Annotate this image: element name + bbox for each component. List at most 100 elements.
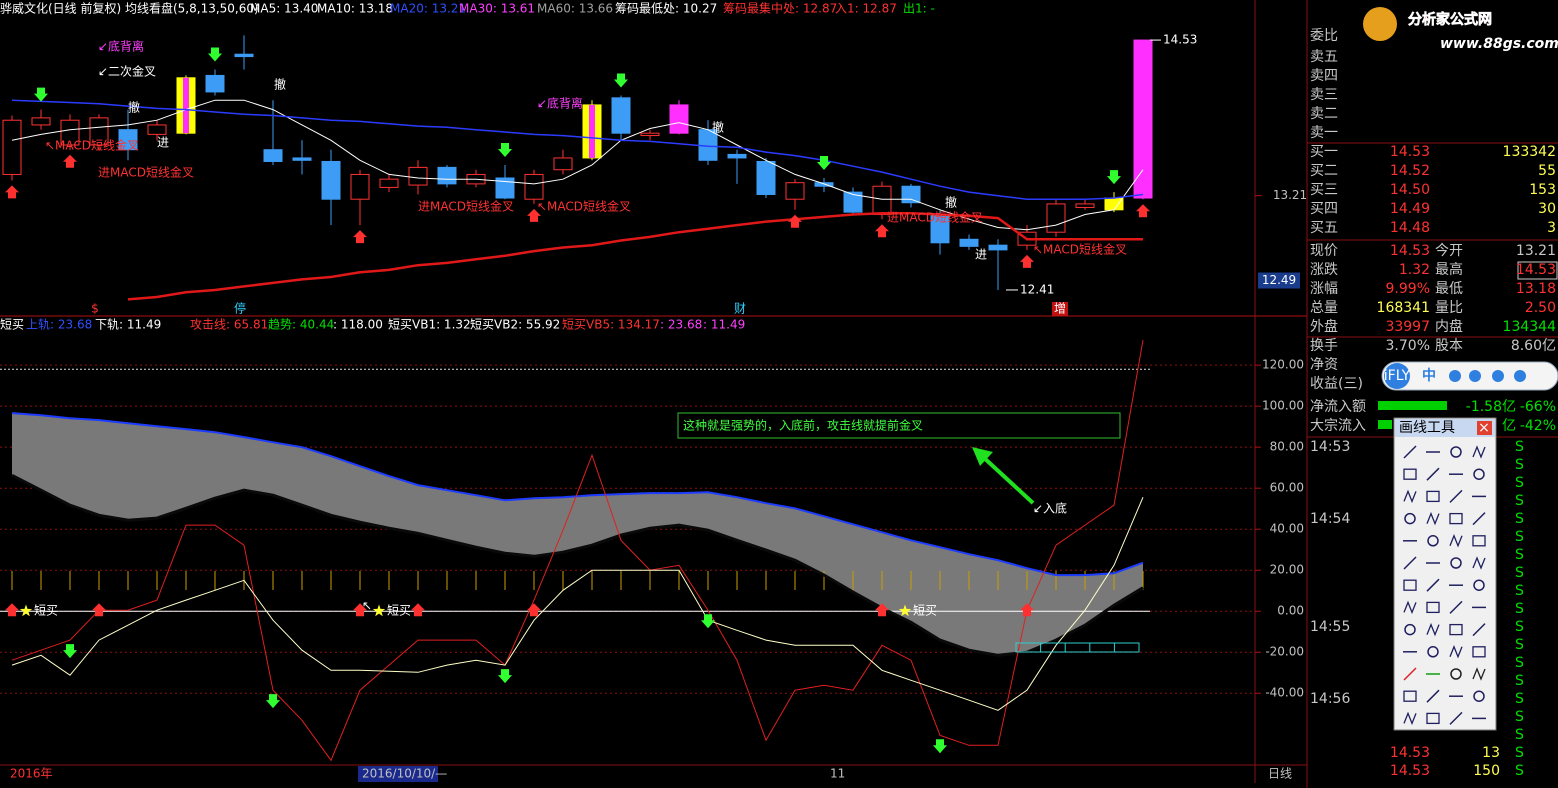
trade-side: S [1515, 565, 1524, 581]
signal-label: ↙二次金叉 [98, 64, 156, 79]
tool-button[interactable] [1427, 646, 1439, 658]
tool-icon [1473, 579, 1485, 591]
tool-button[interactable] [1426, 578, 1440, 592]
y-tick-label: -20.00 [1265, 645, 1304, 659]
tool-button[interactable] [1403, 489, 1417, 504]
tool-button[interactable] [1403, 690, 1417, 702]
buy-arrow [92, 603, 106, 617]
tool-button[interactable] [1426, 511, 1440, 526]
sell-arrow [498, 669, 512, 684]
box-row [1015, 642, 1140, 653]
tool-close-button[interactable] [1477, 421, 1492, 435]
y-tick-label: 60.00 [1270, 481, 1304, 495]
indicator-header-item: : 23.68 [660, 318, 702, 332]
tool-button[interactable] [1472, 512, 1486, 526]
tool-button[interactable] [1449, 600, 1463, 614]
tool-button[interactable] [1426, 467, 1440, 481]
buy-arrow [527, 208, 541, 222]
buy-arrow [353, 603, 367, 617]
tool-button[interactable] [1449, 623, 1463, 636]
tool-button[interactable] [1403, 468, 1417, 480]
sell-arrow [701, 614, 715, 629]
signal-label: 进MACD短线金叉 [98, 165, 194, 180]
stat-value: 33997 [1385, 319, 1430, 335]
tool-button[interactable] [1472, 646, 1486, 658]
signal-label: 停 [234, 301, 246, 316]
tool-button[interactable] [1427, 535, 1439, 547]
ime-icon [1469, 370, 1481, 382]
tool-button[interactable] [1449, 645, 1463, 659]
tool-button[interactable] [1426, 622, 1440, 637]
signal-label: 撤 [945, 195, 957, 210]
tool-button[interactable] [1473, 690, 1485, 702]
header-item: MA30: 13.61 [459, 2, 535, 16]
tool-button[interactable] [1450, 446, 1462, 458]
tool-button[interactable] [1426, 712, 1440, 725]
candle-body [524, 173, 544, 200]
tool-button[interactable] [1404, 623, 1416, 636]
tool-button[interactable] [1472, 535, 1486, 547]
star-icon [898, 604, 912, 617]
header-item: MA20: 13.21 [390, 2, 466, 16]
candle-body [959, 238, 979, 247]
ime-brand: iFLY [1384, 368, 1411, 384]
trade-side: S [1515, 493, 1524, 509]
ime-icon [1514, 370, 1526, 382]
candle-body [756, 160, 776, 195]
tool-button[interactable] [1449, 711, 1463, 725]
tool-icon [1403, 690, 1417, 702]
indicator-header-item: 短买VB1: 1.32 [388, 318, 471, 332]
tool-titlebar [1395, 419, 1495, 437]
buy-arrow [1020, 254, 1034, 268]
tool-button[interactable] [1403, 556, 1417, 570]
tool-icon [1403, 600, 1417, 615]
tool-icon [1404, 623, 1416, 636]
tool-button[interactable] [1403, 667, 1417, 681]
buy-arrow [1020, 603, 1034, 617]
tool-button[interactable] [1426, 601, 1440, 614]
tool-button[interactable] [1404, 512, 1416, 525]
tool-button[interactable] [1450, 557, 1462, 569]
tool-button[interactable] [1449, 512, 1463, 525]
trade-time: 14:55 [1310, 619, 1350, 635]
indicator-header-item: 上轨: 23.68 [26, 318, 92, 332]
tool-button[interactable] [1472, 556, 1486, 570]
tool-button[interactable] [1403, 711, 1417, 726]
indicator-header-item: 短买 [0, 318, 24, 332]
tool-button[interactable] [1403, 579, 1417, 591]
tool-button[interactable] [1403, 445, 1417, 459]
logo-mark [1363, 7, 1397, 41]
stat-value: 3.70% [1386, 338, 1430, 354]
tool-button[interactable] [1449, 489, 1463, 503]
y-tick-label: 80.00 [1270, 440, 1304, 454]
tool-icon [1403, 711, 1417, 726]
book-volume: 153 [1529, 182, 1556, 198]
indicator-header-item: : 11.49 [703, 318, 745, 332]
tool-button[interactable] [1426, 490, 1440, 503]
tool-icon [1404, 512, 1416, 525]
tool-icon [1403, 556, 1417, 570]
tool-button[interactable] [1403, 600, 1417, 615]
header-item: MA10: 13.18 [317, 2, 393, 16]
tool-button[interactable] [1450, 668, 1462, 680]
candle-body [234, 53, 254, 58]
stat-value: 13.18 [1516, 281, 1556, 297]
tool-button[interactable] [1473, 468, 1485, 480]
tool-button[interactable] [1472, 445, 1486, 459]
tool-icon [1427, 646, 1439, 658]
tool-button[interactable] [1472, 623, 1486, 637]
tool-button[interactable] [1449, 534, 1463, 548]
tool-button[interactable] [1473, 579, 1485, 591]
tool-window [1393, 417, 1497, 731]
book-label: 卖一 [1310, 125, 1338, 141]
book-price: 14.53 [1390, 144, 1430, 160]
tool-button[interactable] [1472, 667, 1486, 681]
candle-body [727, 153, 747, 159]
tool-button[interactable] [1426, 689, 1440, 703]
flow-pct: -42% [1520, 418, 1556, 434]
stat-label: 涨跌 [1310, 262, 1338, 278]
sell-arrow [34, 87, 48, 102]
x-axis-label: 2016年 [10, 767, 53, 781]
